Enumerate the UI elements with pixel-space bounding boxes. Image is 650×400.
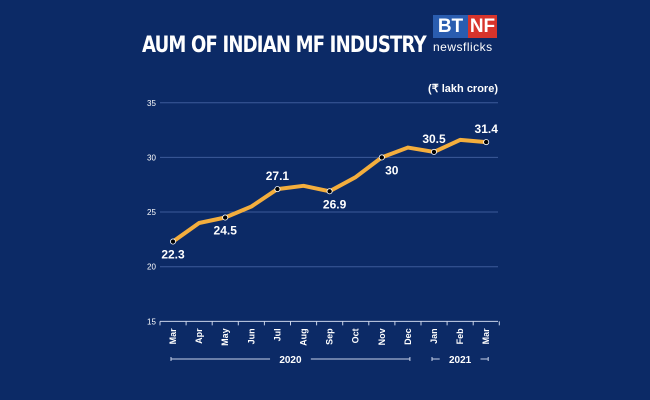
unit-label: (₹ lakh crore) bbox=[428, 83, 498, 95]
x-tick-label: May bbox=[220, 328, 230, 346]
x-tick-label: Jun bbox=[246, 328, 256, 344]
y-tick-label: 35 bbox=[147, 99, 156, 108]
data-label: 26.9 bbox=[323, 197, 347, 211]
y-tick-label: 20 bbox=[147, 263, 156, 272]
data-label: 24.5 bbox=[214, 224, 238, 238]
data-point bbox=[169, 238, 176, 245]
data-point bbox=[483, 139, 490, 146]
x-tick-label: Dec bbox=[403, 328, 413, 345]
x-tick-label: Aug bbox=[299, 328, 309, 346]
data-point bbox=[222, 214, 229, 221]
year-label: 2020 bbox=[279, 355, 302, 366]
x-tick-label: Jan bbox=[429, 328, 439, 344]
data-point bbox=[378, 154, 385, 161]
data-label: 30.5 bbox=[422, 132, 446, 146]
logo-nf: NF bbox=[468, 15, 497, 38]
x-tick-label: Mar bbox=[168, 328, 178, 345]
y-tick-label: 30 bbox=[147, 153, 156, 162]
x-tick-label: Jul bbox=[272, 328, 282, 341]
y-tick-label: 15 bbox=[147, 317, 156, 326]
data-point bbox=[430, 148, 437, 155]
chart-title: AUM OF INDIAN MF INDUSTRY bbox=[142, 33, 427, 58]
x-tick-label: Mar bbox=[481, 328, 491, 345]
x-tick-label: Sep bbox=[325, 328, 335, 345]
data-point bbox=[326, 188, 333, 195]
year-label: 2021 bbox=[449, 355, 472, 366]
data-label: 22.3 bbox=[161, 248, 185, 262]
data-label: 30 bbox=[385, 163, 399, 177]
logo-bt: BT bbox=[433, 15, 468, 38]
data-label: 27.1 bbox=[266, 169, 290, 183]
x-tick-label: Oct bbox=[351, 328, 361, 343]
x-tick-label: Apr bbox=[194, 328, 204, 344]
data-point bbox=[274, 186, 281, 193]
logo-newsflicks: newsflicks bbox=[433, 40, 493, 54]
x-tick-label: Nov bbox=[377, 328, 387, 345]
y-tick-label: 25 bbox=[147, 208, 156, 217]
x-tick-label: Feb bbox=[455, 328, 465, 345]
data-label: 31.4 bbox=[475, 122, 499, 136]
